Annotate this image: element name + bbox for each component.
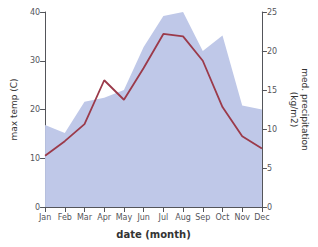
svg-text:0: 0	[35, 203, 40, 212]
svg-text:40: 40	[30, 8, 40, 17]
svg-text:med. precipitation: med. precipitation	[300, 68, 310, 150]
svg-text:Jun: Jun	[136, 213, 150, 222]
svg-text:25: 25	[267, 8, 277, 17]
svg-text:10: 10	[30, 154, 40, 163]
svg-text:10: 10	[267, 125, 277, 134]
svg-text:(kg/m2): (kg/m2)	[289, 92, 299, 127]
svg-text:Aug: Aug	[175, 213, 191, 222]
svg-text:5: 5	[267, 164, 272, 173]
svg-text:Nov: Nov	[234, 213, 250, 222]
svg-text:Oct: Oct	[216, 213, 230, 222]
svg-text:Apr: Apr	[97, 213, 112, 222]
svg-text:0: 0	[267, 203, 272, 212]
svg-text:Mar: Mar	[77, 213, 93, 222]
svg-text:Sep: Sep	[195, 213, 210, 222]
svg-text:15: 15	[267, 86, 277, 95]
svg-text:20: 20	[267, 47, 277, 56]
svg-text:max temp (C): max temp (C)	[9, 78, 19, 140]
svg-text:Jul: Jul	[158, 213, 169, 222]
svg-text:Feb: Feb	[58, 213, 72, 222]
svg-text:May: May	[116, 213, 133, 222]
svg-text:date (month): date (month)	[116, 229, 190, 240]
svg-text:Jan: Jan	[38, 213, 51, 222]
svg-text:20: 20	[30, 105, 40, 114]
svg-text:Dec: Dec	[254, 213, 269, 222]
svg-text:30: 30	[30, 56, 40, 65]
